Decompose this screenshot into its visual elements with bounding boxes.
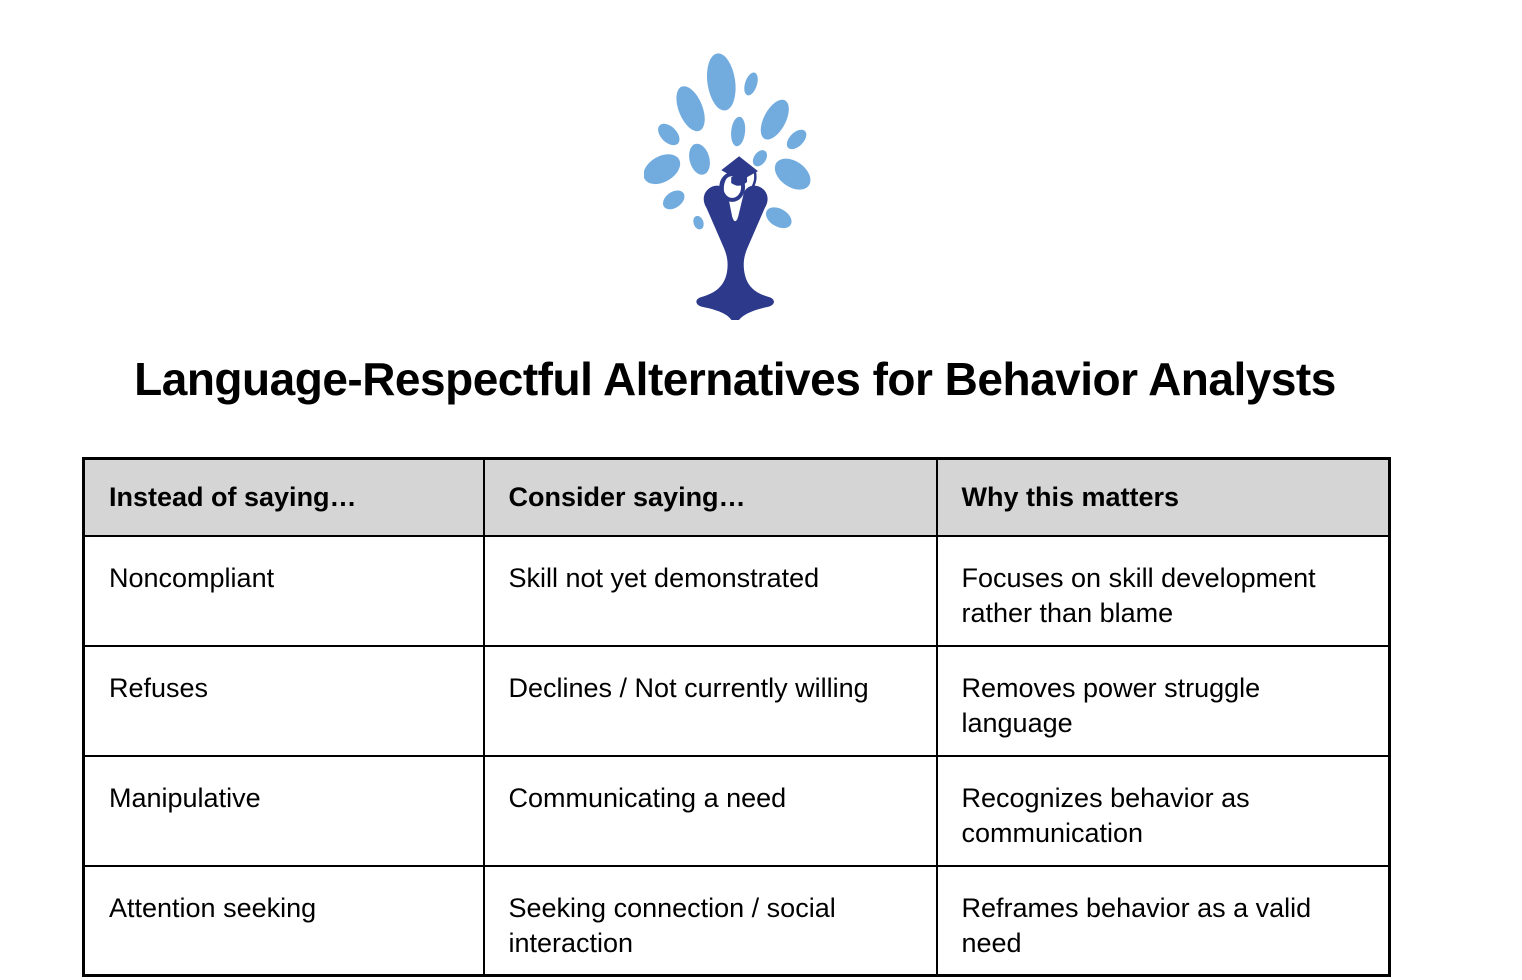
tree-graduate-logo	[644, 53, 811, 320]
table-row: Refuses Declines / Not currently willing…	[82, 644, 1391, 757]
leaf-icon	[731, 116, 746, 147]
leaf-icon	[693, 215, 704, 230]
leaf-icon	[774, 158, 811, 190]
cell-why: Focuses on skill development rather than…	[935, 534, 1391, 647]
leaf-icon	[658, 123, 680, 146]
cell-consider: Communicating a need	[482, 754, 938, 867]
page-title: Language-Respectful Alternatives for Beh…	[134, 353, 1336, 405]
cell-why: Removes power struggle language	[935, 644, 1391, 757]
leaf-icon	[752, 150, 767, 167]
leaf-icon	[689, 143, 710, 175]
leaf-icon	[706, 53, 736, 111]
table-row: Attention seeking Seeking connection / s…	[82, 864, 1391, 977]
leaf-icon	[744, 72, 758, 96]
leaf-icon	[676, 86, 705, 132]
cell-instead: Noncompliant	[82, 534, 485, 647]
leaf-icon	[765, 207, 792, 229]
table-row: Noncompliant Skill not yet demonstrated …	[82, 534, 1391, 647]
cell-instead: Refuses	[82, 644, 485, 757]
leaf-icon	[644, 154, 681, 185]
cell-instead: Manipulative	[82, 754, 485, 867]
cell-consider: Skill not yet demonstrated	[482, 534, 938, 647]
column-header-consider-saying: Consider saying…	[482, 457, 938, 537]
tree-trunk-person	[696, 185, 774, 320]
cell-consider: Seeking connection / social interaction	[482, 864, 938, 977]
table-row: Manipulative Communicating a need Recogn…	[82, 754, 1391, 867]
leaf-icon	[760, 99, 789, 140]
alternatives-table: Instead of saying… Consider saying… Why …	[82, 457, 1391, 977]
cell-why: Recognizes behavior as communication	[935, 754, 1391, 867]
cell-instead: Attention seeking	[82, 864, 485, 977]
column-header-why-this-matters: Why this matters	[935, 457, 1391, 537]
graduation-cap-icon	[721, 156, 758, 193]
cell-why: Reframes behavior as a valid need	[935, 864, 1391, 977]
cell-consider: Declines / Not currently willing	[482, 644, 938, 757]
leaves-group	[644, 53, 811, 230]
column-header-instead-of-saying: Instead of saying…	[82, 457, 485, 537]
leaf-icon	[786, 129, 807, 150]
header-row: Instead of saying… Consider saying… Why …	[82, 457, 1391, 537]
leaf-icon	[662, 190, 685, 210]
